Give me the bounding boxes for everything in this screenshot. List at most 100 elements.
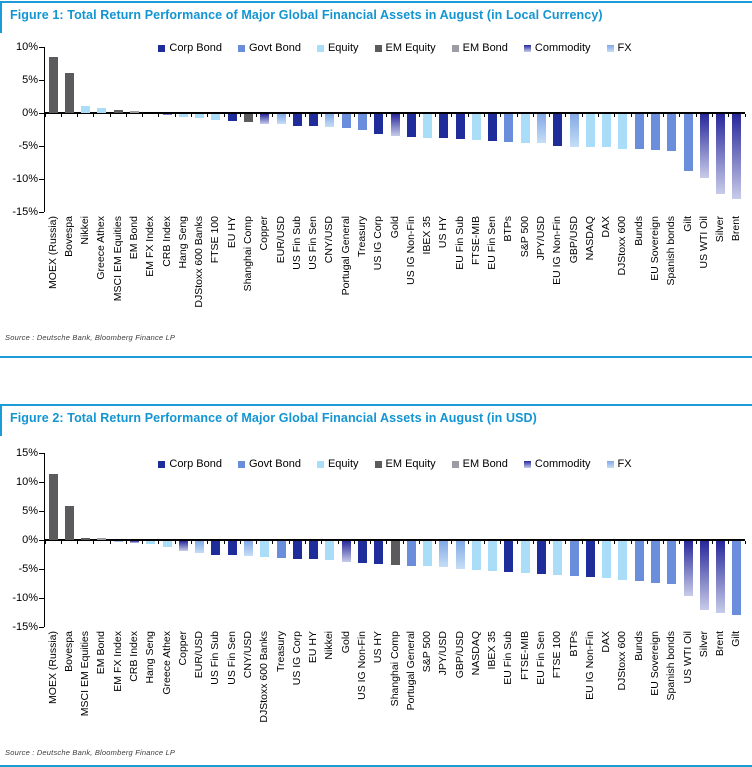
y-tick-label-15: 15% [15,446,38,459]
x-label-us-fin-sen: US Fin Sen [307,216,320,270]
figure-2-panel: Figure 2: Total Return Performance of Ma… [0,404,752,767]
bar-eu-fin-sub [504,540,514,573]
x-label-em-bond: EM Bond [95,631,108,675]
category-tick [207,113,209,117]
category-tick [532,540,534,544]
x-label-nasdaq: NASDAQ [583,216,596,261]
category-tick [418,113,420,117]
x-label-greece-athex: Greece Athex [95,216,108,280]
category-tick [353,540,355,544]
legend-label: Corp Bond [169,42,222,54]
bar-us-fin-sub [292,113,302,126]
y-tick-mark [39,452,44,454]
x-label-msci-em-equities: MSCI EM Equities [111,216,124,302]
bar-eu-hy [227,113,237,121]
legend-label: EM Bond [462,458,508,470]
x-label-eur-usd: EUR/USD [274,216,287,264]
legend-swatch-em-bond [451,44,459,52]
y-tick-label-0: 0% [22,106,38,119]
x-label-msci-em-equities: MSCI EM Equities [79,631,92,717]
x-label-djstoxx-600: DJStoxx 600 [616,216,629,276]
y-tick-label-15: -15% [12,620,38,633]
legend-item-commodity: Commodity [523,42,591,54]
bar-eur-usd [195,540,205,553]
x-label-btps: BTPs [502,216,515,242]
legend-label: Equity [327,458,359,470]
x-label-eu-hy: EU HY [225,216,238,249]
category-tick [679,540,681,544]
category-tick [223,113,225,117]
y-tick-mark [39,178,44,180]
zero-axis-line [43,112,745,114]
category-tick [695,540,697,544]
category-tick [614,113,616,117]
bar-us-hy [439,113,449,139]
category-tick [451,113,453,117]
x-label-s-p-500: S&P 500 [421,631,434,673]
legend-label: EM Bond [462,42,508,54]
category-tick [565,113,567,117]
figure-2-source: Source : Deutsche Bank, Bloomberg Financ… [5,748,176,757]
bar-treasury [357,113,367,131]
x-label-dax: DAX [600,631,613,653]
category-tick [565,540,567,544]
x-label-bunds: Bunds [632,216,645,246]
legend-swatch-corp-bond [158,460,166,468]
x-label-us-hy: US HY [437,216,450,249]
category-tick [174,540,176,544]
x-label-us-wti-oil: US WTI Oil [697,216,710,269]
x-label-brent: Brent [714,631,727,657]
y-tick-label-5: 5% [22,504,38,517]
category-tick [646,540,648,544]
zero-axis-line [43,539,745,541]
legend-swatch-em-bond [451,460,459,468]
y-tick-label-10: 10% [15,40,38,53]
legend-swatch-equity [316,460,324,468]
x-label-us-ig-non-fin: US IG Non-Fin [404,216,417,285]
category-tick [60,540,62,544]
bar-bovespa [64,72,74,113]
x-label-us-fin-sub: US Fin Sub [209,631,222,685]
bar-bunds [634,113,644,150]
bar-copper [260,113,270,124]
x-label-treasury: Treasury [274,631,287,673]
category-tick [125,540,127,544]
bar-brent [716,540,726,614]
x-label-dax: DAX [600,216,613,238]
legend-item-equity: Equity [316,42,359,54]
x-label-nasdaq: NASDAQ [469,631,482,676]
x-label-portugal-general: Portugal General [339,216,352,296]
bar-eu-fin-sub [455,113,465,139]
bar-ftse-100 [211,113,221,120]
bar-nikkei [81,105,91,113]
bar-eu-ig-non-fin [585,540,595,578]
bar-em-fx-index [146,113,156,115]
x-label-nikkei: Nikkei [323,631,336,660]
x-label-jpy-usd: JPY/USD [437,631,450,676]
legend-label: Commodity [534,42,591,54]
legend-label: Equity [327,42,359,54]
bar-bunds [634,540,644,582]
x-label-ftse-100: FTSE 100 [209,216,222,264]
figure-2-title: Figure 2: Total Return Performance of Ma… [10,411,537,425]
category-tick [158,540,160,544]
bar-eu-sovereign [650,113,660,151]
x-label-treasury: Treasury [355,216,368,258]
legend-label: FX [617,42,632,54]
category-tick [630,540,632,544]
bar-hang-seng [146,540,156,545]
x-label-btps: BTPs [567,631,580,657]
y-tick-mark [39,211,44,213]
bar-greece-athex [97,108,107,113]
category-tick [728,540,730,544]
legend-item-fx: FX [606,42,632,54]
legend-item-fx: FX [606,458,632,470]
x-label-hang-seng: Hang Seng [176,216,189,269]
x-label-gilt: Gilt [730,631,743,647]
y-tick-label-10: 10% [15,475,38,488]
category-tick [744,540,746,544]
x-label-bunds: Bunds [632,631,645,661]
category-tick [272,540,274,544]
chart-legend: Corp Bond Govt Bond Equity EM Equity EM Bond… [45,458,745,470]
figure-1-title: Figure 1: Total Return Performance of Ma… [10,8,603,22]
